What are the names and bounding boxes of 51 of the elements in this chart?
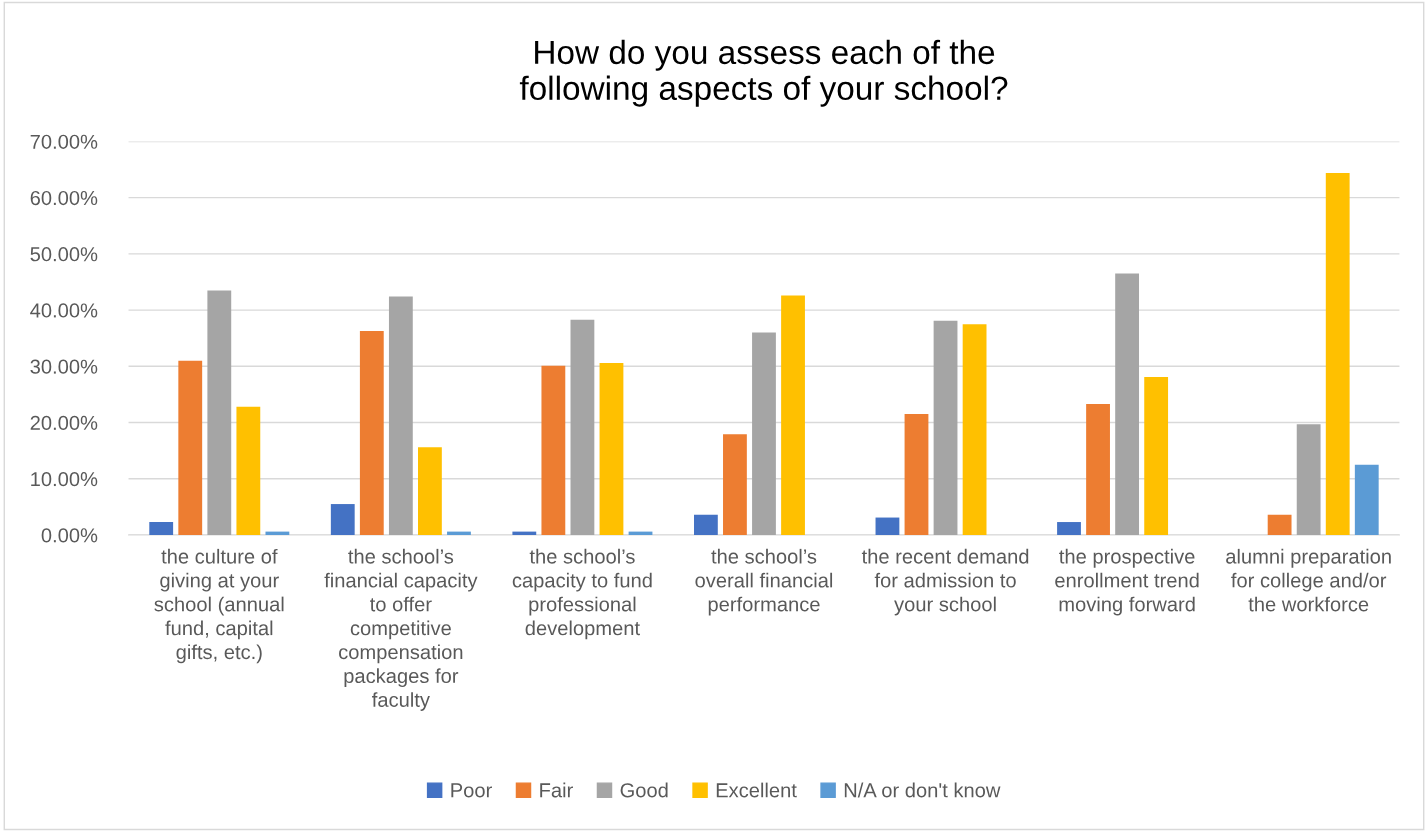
bar <box>359 330 384 535</box>
bar <box>178 360 203 535</box>
bar <box>1325 172 1350 535</box>
bar <box>1115 273 1140 535</box>
y-tick-label: 0.00% <box>41 528 98 543</box>
bar <box>1267 514 1292 535</box>
bar <box>149 522 174 535</box>
y-tick-label: 50.00% <box>30 247 98 262</box>
bar <box>1296 424 1321 535</box>
bar <box>418 447 442 535</box>
x-tick-label: the prospective enrollment trend moving forward <box>1055 548 1199 616</box>
bar <box>447 531 471 535</box>
legend-label: Good <box>620 782 668 798</box>
legend-label: Poor <box>451 783 492 798</box>
bar <box>875 517 900 535</box>
bar <box>962 324 987 535</box>
x-tick-label: the school’s financial capacity to offer competitive compensation packages for faculty <box>324 548 478 711</box>
bar <box>1057 522 1081 535</box>
bar <box>599 362 624 535</box>
x-tick-label: alumni preparation for college and/or the workforce <box>1226 548 1391 612</box>
bar <box>1354 464 1379 535</box>
bar <box>1086 403 1110 535</box>
bar <box>933 320 958 535</box>
y-tick-label: 60.00% <box>30 190 98 206</box>
y-tick-label: 70.00% <box>30 134 98 149</box>
bar <box>570 319 595 535</box>
y-tick-label: 20.00% <box>30 415 98 431</box>
bar <box>723 434 747 535</box>
y-tick-label: 30.00% <box>30 359 98 374</box>
bar <box>541 365 566 535</box>
bar <box>781 295 805 535</box>
bar <box>388 296 413 535</box>
bar <box>693 514 718 535</box>
bar <box>1144 377 1169 535</box>
bar <box>330 504 355 535</box>
chart-title: How do you assess each of the following aspects of your school? <box>519 39 1008 107</box>
bar <box>752 332 776 535</box>
legend-label: N/A or don't know <box>844 782 1001 798</box>
legend-label: Excellent <box>716 782 797 798</box>
x-tick-label: the culture of giving at your school (annual fund, capital gifts, etc.) <box>154 548 284 664</box>
y-tick-label: 40.00% <box>30 303 98 318</box>
bar <box>512 531 537 535</box>
legend-label: Fair <box>540 782 573 798</box>
x-tick-label: the school’s overall financial performance <box>695 548 833 616</box>
x-tick-label: the recent demand for admission to your school <box>861 548 1029 616</box>
bar <box>265 531 290 535</box>
bar <box>904 414 929 535</box>
x-tick-label: the school’s capacity to fund professional development <box>512 548 652 640</box>
y-tick-label: 10.00% <box>31 471 98 487</box>
bar <box>236 406 261 535</box>
bar <box>207 290 232 535</box>
